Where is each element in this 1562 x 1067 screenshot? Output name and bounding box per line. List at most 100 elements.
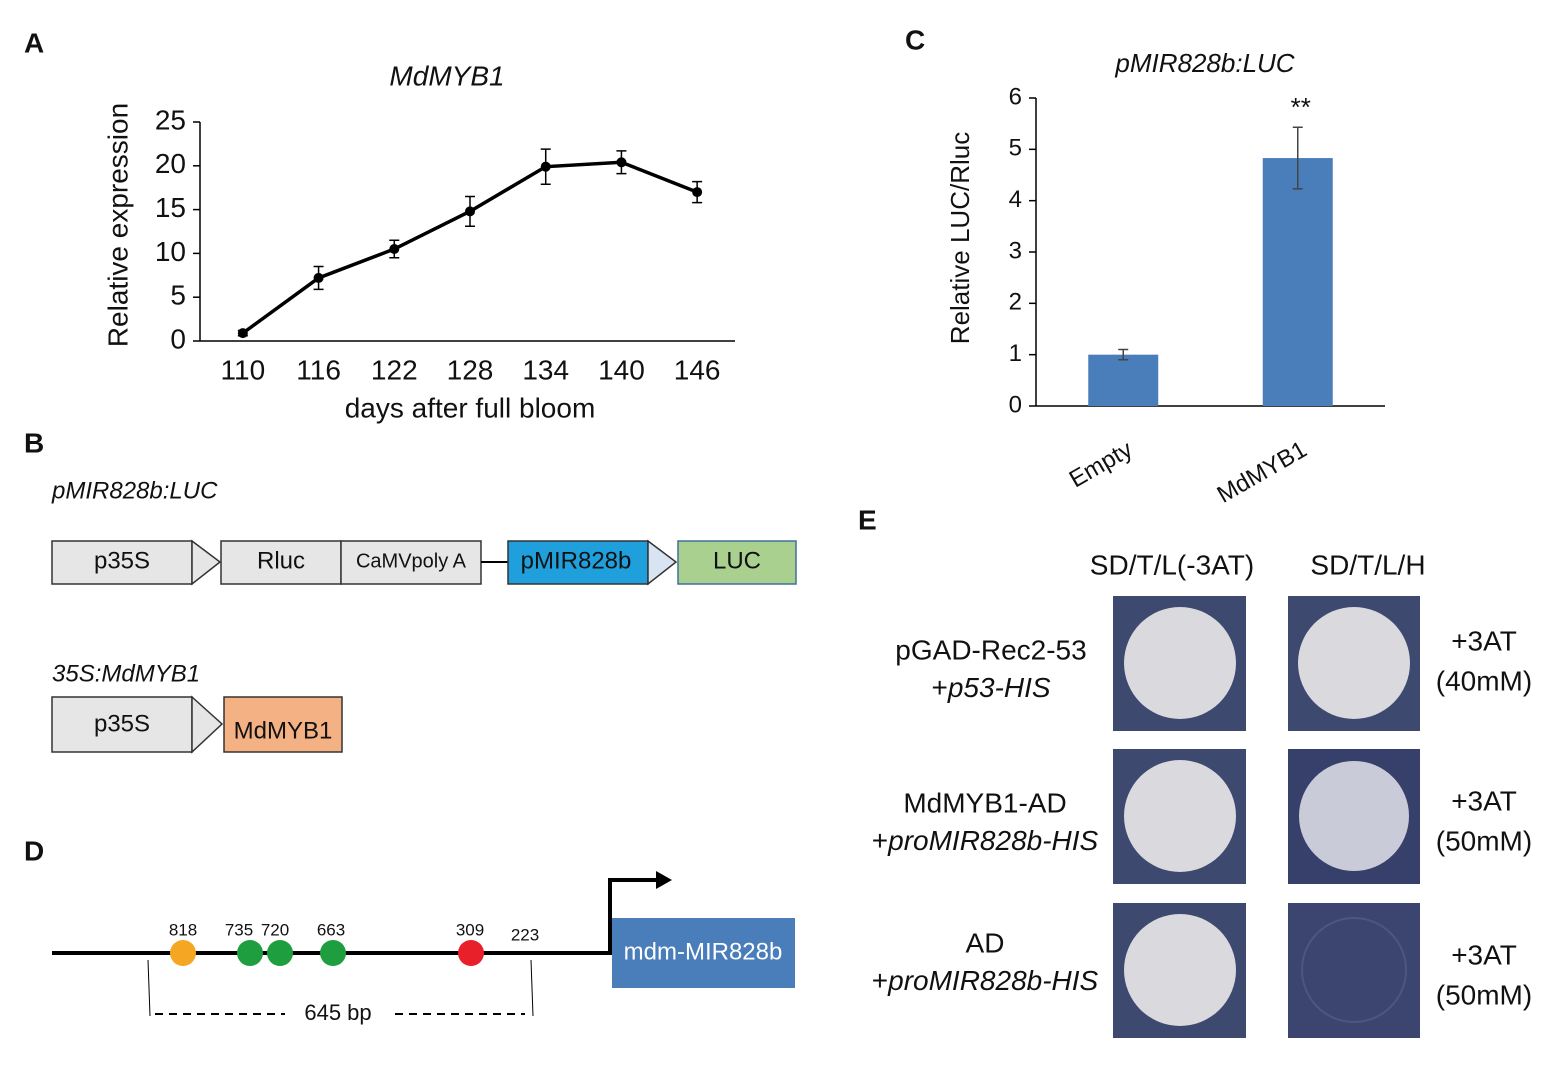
panel-label: B bbox=[24, 427, 44, 458]
bar bbox=[1088, 354, 1159, 406]
panel-label: D bbox=[24, 835, 44, 866]
y-axis-label: Relative expression bbox=[102, 103, 133, 347]
tss-arrow bbox=[608, 878, 660, 953]
dose: (50mM) bbox=[1436, 979, 1532, 1010]
column-header: SD/T/L/H bbox=[1310, 549, 1425, 580]
y-tick-label: 20 bbox=[155, 148, 186, 179]
part-label: Rluc bbox=[257, 547, 305, 574]
y-tick-label: 4 bbox=[1009, 186, 1022, 213]
part-label: CaMVpoly A bbox=[356, 550, 467, 572]
dose: (50mM) bbox=[1436, 825, 1532, 856]
y-tick-label: 5 bbox=[1009, 135, 1022, 162]
y-axis-label: Relative LUC/Rluc bbox=[945, 132, 975, 344]
colony bbox=[1298, 607, 1410, 719]
construct-title: 35S:MdMYB1 bbox=[52, 660, 200, 687]
part-label: p35S bbox=[94, 547, 150, 574]
site-label: 818 bbox=[169, 920, 197, 939]
site-label: 663 bbox=[317, 920, 345, 939]
condition: +3AT bbox=[1451, 625, 1517, 656]
x-tick-label: 146 bbox=[674, 354, 721, 385]
condition: +3AT bbox=[1451, 939, 1517, 970]
prey: p53-HIS bbox=[947, 672, 1051, 703]
chart-title: MdMYB1 bbox=[389, 60, 504, 91]
x-tick-label: 140 bbox=[598, 354, 645, 385]
x-tick-label: Empty bbox=[1065, 436, 1137, 493]
x-axis-label: days after full bloom bbox=[345, 392, 596, 423]
prey: proMIR828b-HIS bbox=[887, 965, 1098, 996]
y-tick-label: 10 bbox=[155, 236, 186, 267]
chart-title: pMIR828b:LUC bbox=[1114, 48, 1294, 78]
row-label: AD bbox=[966, 927, 1005, 958]
colony bbox=[1124, 914, 1236, 1026]
part-label: pMIR828b bbox=[521, 547, 632, 574]
row-label: +proMIR828b-HIS bbox=[872, 825, 1099, 856]
box bbox=[223, 696, 343, 753]
construct-title: pMIR828b:LUC bbox=[51, 477, 218, 504]
y-tick-label: 5 bbox=[170, 280, 186, 311]
bracket bbox=[147, 959, 151, 1017]
plate bbox=[1288, 903, 1420, 1038]
arrow bbox=[191, 539, 222, 586]
arrow bbox=[191, 695, 224, 754]
box bbox=[51, 540, 193, 585]
panel-label: C bbox=[905, 24, 925, 55]
x-tick-label: MdMYB1 bbox=[1213, 436, 1312, 509]
site-label: 720 bbox=[261, 920, 289, 939]
colony bbox=[1301, 917, 1407, 1023]
plates bbox=[1113, 596, 1420, 1038]
error-bar bbox=[616, 150, 627, 175]
line bbox=[241, 160, 698, 335]
row-label: +proMIR828b-HIS bbox=[872, 965, 1099, 996]
x-tick-label: 128 bbox=[447, 354, 494, 385]
site bbox=[320, 940, 346, 966]
x-tick-label: 110 bbox=[221, 354, 266, 385]
y-tick-label: 25 bbox=[155, 104, 186, 135]
y-tick-label: 15 bbox=[155, 192, 186, 223]
error-bar bbox=[465, 195, 475, 227]
significance: ** bbox=[1291, 92, 1311, 122]
prefix: + bbox=[931, 672, 947, 703]
part-label: MdMYB1 bbox=[234, 717, 333, 744]
error-bar bbox=[1118, 348, 1129, 361]
bracket bbox=[530, 959, 534, 1017]
site bbox=[170, 940, 196, 966]
box bbox=[340, 540, 482, 585]
y-tick-label: 3 bbox=[1009, 237, 1022, 264]
y-tick-label: 2 bbox=[1009, 289, 1022, 316]
x-tick-label: 122 bbox=[371, 354, 418, 385]
site bbox=[458, 940, 484, 966]
colony bbox=[1124, 760, 1236, 872]
y-tick-label: 0 bbox=[1009, 391, 1022, 418]
x-tick-label: 134 bbox=[522, 354, 569, 385]
dose: (40mM) bbox=[1436, 665, 1532, 696]
row-label: +p53-HIS bbox=[931, 672, 1050, 703]
bar bbox=[1262, 158, 1333, 406]
box bbox=[677, 540, 797, 585]
box bbox=[220, 540, 342, 585]
box bbox=[51, 696, 193, 753]
row-label: pGAD-Rec2-53 bbox=[895, 634, 1086, 665]
arrow bbox=[647, 539, 678, 586]
site bbox=[237, 940, 263, 966]
site-label: 735 bbox=[225, 920, 253, 939]
span-label: 645 bp bbox=[304, 1000, 371, 1025]
colony bbox=[1299, 761, 1409, 871]
y-tick-label: 1 bbox=[1009, 340, 1022, 367]
condition: +3AT bbox=[1451, 785, 1517, 816]
column-header: SD/T/L(-3AT) bbox=[1090, 549, 1254, 580]
error-bar bbox=[313, 265, 324, 291]
site-label: 309 bbox=[456, 920, 484, 939]
x-tick-label: 116 bbox=[296, 354, 341, 385]
prefix: + bbox=[872, 825, 888, 856]
gene-box bbox=[612, 918, 795, 988]
error-bar bbox=[237, 329, 248, 337]
row-label: MdMYB1-AD bbox=[903, 787, 1066, 818]
site-label: 223 bbox=[511, 925, 539, 944]
part-label: p35S bbox=[94, 710, 150, 737]
site bbox=[267, 940, 293, 966]
error-bar bbox=[692, 180, 703, 204]
panel-label: E bbox=[858, 504, 877, 535]
prefix: + bbox=[872, 965, 888, 996]
